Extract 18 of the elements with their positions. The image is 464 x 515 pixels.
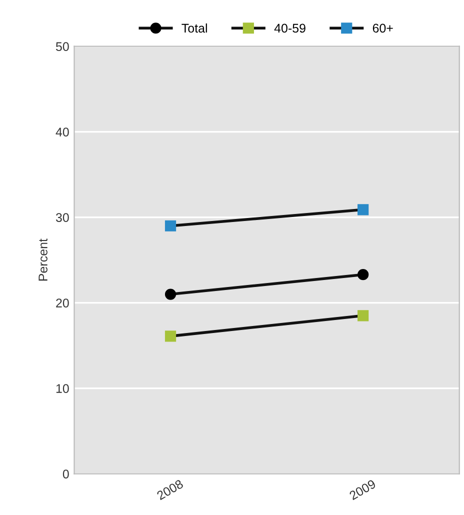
y-tick-label: 30 (56, 213, 69, 222)
point (164, 220, 176, 232)
legend-label: 60+ (372, 24, 393, 33)
point (164, 288, 176, 300)
x-tick-label: 2008 (156, 479, 184, 500)
point (164, 330, 176, 342)
y-tick-label: 10 (56, 384, 69, 393)
point (358, 310, 369, 322)
y-tick-label: 20 (56, 298, 69, 308)
point (358, 269, 369, 280)
legend-label: Total (182, 23, 207, 33)
y-tick-label: 50 (56, 42, 69, 51)
y-axis-title: Percent (38, 238, 48, 281)
x-tick-label: 2009 (348, 479, 376, 500)
legend-label: 40-59 (274, 24, 306, 33)
y-tick-label: 0 (62, 470, 69, 478)
y-tick-label: 40 (56, 128, 69, 136)
point (358, 204, 369, 216)
